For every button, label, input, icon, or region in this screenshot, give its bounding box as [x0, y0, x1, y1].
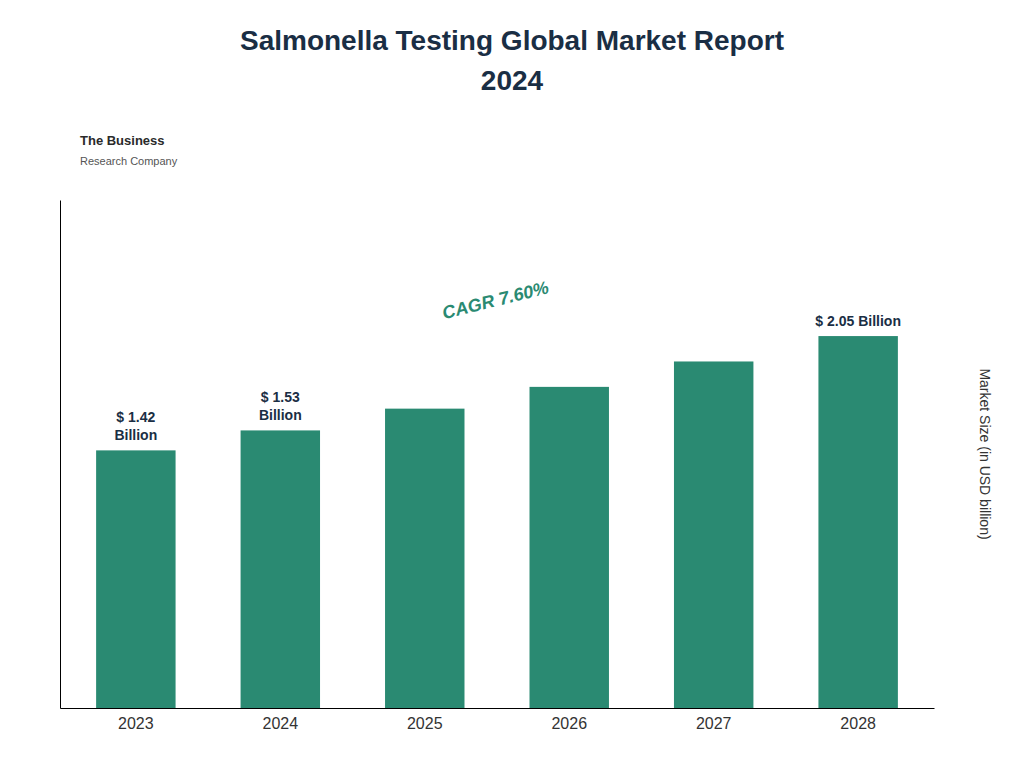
- x-tick: 2026: [551, 715, 587, 732]
- x-tick-label: 2023: [118, 715, 154, 732]
- title: Salmonella Testing Global Market Report: [240, 25, 784, 56]
- annotations: $ 1.42 Billion $ 1.53 Billion $ 2.05 Billion…: [114, 277, 901, 443]
- bar: [674, 361, 753, 708]
- x-axis-line: [61, 708, 935, 709]
- x-tick-label: 2025: [407, 715, 443, 732]
- x-tick: 2028: [840, 715, 876, 732]
- annotation: CAGR 7.60%: [440, 277, 551, 323]
- x-tick: 2025: [407, 715, 443, 732]
- x-tick: 2027: [696, 715, 732, 732]
- annotation: $ 1.42: [116, 409, 155, 425]
- annotation: $ 2.05 Billion: [815, 313, 901, 329]
- bars: [96, 336, 898, 708]
- annotation: Billion: [114, 427, 157, 443]
- x-tick-label: 2026: [551, 715, 587, 732]
- annotation: Billion: [259, 407, 302, 423]
- annotation: Research Company: [80, 155, 178, 167]
- bar: [530, 387, 609, 708]
- bar: [96, 450, 175, 708]
- x-tick-label: 2027: [696, 715, 732, 732]
- subtitle: 2024: [481, 65, 544, 96]
- x-tick: 2024: [263, 715, 299, 732]
- y-axis-line: [60, 201, 61, 709]
- x-tick: 2023: [118, 715, 154, 732]
- bar: [241, 430, 320, 708]
- x-tick-label: 2024: [263, 715, 299, 732]
- y-axis-label: Market Size (in USD billion): [977, 368, 993, 539]
- x-tick-label: 2028: [840, 715, 876, 732]
- annotation: $ 1.53: [261, 389, 300, 405]
- plot: 202320242025202620272028$ 1.42Billion$ 1…: [61, 201, 935, 733]
- chart: Salmonella Testing Global Market Report 2…: [0, 0, 1024, 768]
- x-axis: 2023 2024 2025 2026 2027 2028: [61, 709, 935, 733]
- y-axis: [60, 201, 61, 709]
- bar: [385, 409, 464, 708]
- annotation: The Business: [80, 133, 165, 148]
- bar: [818, 336, 897, 708]
